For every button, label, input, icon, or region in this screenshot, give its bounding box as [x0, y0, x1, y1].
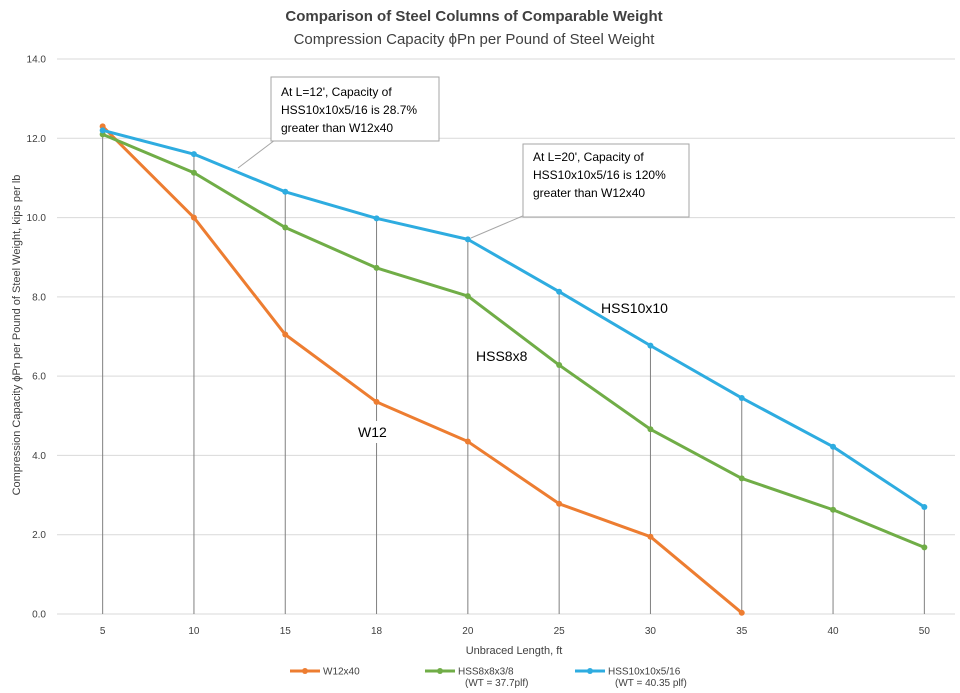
- x-tick-label: 18: [371, 626, 383, 637]
- data-point: [373, 215, 380, 222]
- series-hss8x8x3-8: [99, 131, 928, 551]
- legend: W12x40 HSS8x8x3/8(WT = 37.7plf) HSS10x10x5…: [290, 667, 687, 689]
- data-point: [282, 188, 289, 195]
- y-tick-label: 2.0: [32, 530, 46, 541]
- x-tick-label: 25: [554, 626, 566, 637]
- legend-label: W12x40: [323, 667, 360, 678]
- legend-swatch-marker: [437, 668, 443, 674]
- series-label-w12-background: [355, 421, 395, 443]
- annotation-2-box: [522, 143, 690, 218]
- x-axis-ticks: 5 10 15 18 20 25 30 35 40 50: [100, 626, 930, 637]
- data-point: [464, 236, 471, 243]
- legend-note: (WT = 37.7plf): [465, 678, 528, 689]
- annotation-1-box: [270, 76, 440, 142]
- annotation-2-line-2: HSS10x10x5/16 is 120%: [533, 168, 666, 182]
- legend-label: HSS10x10x5/16: [608, 667, 681, 678]
- x-tick-label: 20: [462, 626, 474, 637]
- series-label-hss8x8: HSS8x8: [476, 348, 528, 364]
- x-tick-label: 5: [100, 626, 106, 637]
- annotation-1-line-1: At L=12', Capacity of: [281, 85, 392, 99]
- horizontal-gridlines: [57, 58, 955, 615]
- data-point: [464, 438, 471, 445]
- data-point: [556, 288, 563, 295]
- data-point: [464, 293, 471, 300]
- annotation-2-line-3: greater than W12x40: [533, 186, 645, 200]
- data-point: [921, 544, 928, 551]
- data-point: [556, 362, 563, 369]
- data-point: [921, 503, 928, 510]
- x-tick-label: 50: [919, 626, 931, 637]
- y-axis-label: Compression Capacity ϕPn per Pound of St…: [11, 175, 23, 496]
- annotation-2-line-1: At L=20', Capacity of: [533, 150, 644, 164]
- x-tick-label: 15: [280, 626, 292, 637]
- data-point: [647, 533, 654, 540]
- legend-item: HSS8x8x3/8(WT = 37.7plf): [425, 667, 528, 689]
- series-lines: [99, 123, 928, 616]
- annotation-1-line-3: greater than W12x40: [281, 121, 393, 135]
- series-hss10x10x5-16: [99, 127, 928, 510]
- y-tick-label: 6.0: [32, 372, 46, 383]
- annotation-1-line-2: HSS10x10x5/16 is 28.7%: [281, 103, 417, 117]
- legend-note: (WT = 40.35 plf): [615, 678, 687, 689]
- x-tick-label: 10: [188, 626, 200, 637]
- legend-swatch-marker: [302, 668, 308, 674]
- annotations: At L=12', Capacity of HSS10x10x5/16 is 2…: [237, 76, 690, 239]
- y-tick-label: 10.0: [27, 213, 47, 224]
- series-label-w12: W12: [358, 424, 387, 440]
- data-point: [556, 500, 563, 507]
- data-point: [738, 609, 745, 616]
- data-point: [647, 342, 654, 349]
- series-label-hss10x10: HSS10x10: [601, 300, 668, 316]
- data-point: [282, 224, 289, 231]
- annotation-2-pointer: [470, 214, 526, 239]
- series-line: [102, 128, 926, 509]
- y-tick-label: 12.0: [27, 134, 47, 145]
- series-line: [101, 125, 743, 614]
- series-line: [102, 132, 925, 549]
- y-tick-label: 0.0: [32, 610, 46, 621]
- x-tick-label: 35: [736, 626, 748, 637]
- data-point: [830, 506, 837, 513]
- legend-item: HSS10x10x5/16(WT = 40.35 plf): [575, 667, 687, 689]
- x-tick-label: 40: [827, 626, 839, 637]
- x-tick-label: 30: [645, 626, 657, 637]
- x-axis-label: Unbraced Length, ft: [466, 645, 563, 657]
- y-tick-label: 14.0: [27, 55, 47, 66]
- data-point: [647, 426, 654, 433]
- data-point: [373, 398, 380, 405]
- data-point: [830, 443, 837, 450]
- data-point: [373, 264, 380, 271]
- data-point: [738, 394, 745, 401]
- y-tick-label: 8.0: [32, 292, 46, 303]
- data-point: [738, 475, 745, 482]
- data-point: [190, 169, 197, 176]
- legend-swatch-marker: [587, 668, 593, 674]
- chart-subtitle: Compression Capacity ϕPn per Pound of St…: [294, 31, 656, 48]
- chart-title: Comparison of Steel Columns of Comparabl…: [285, 8, 662, 25]
- data-point: [99, 127, 106, 134]
- legend-item: W12x40: [290, 667, 360, 678]
- y-axis-ticks: 0.0 2.0 4.0 6.0 8.0 10.0 12.0 14.0: [27, 55, 47, 621]
- drop-lines: [102, 126, 925, 614]
- annotation-1-pointer: [237, 139, 276, 169]
- data-point: [190, 214, 197, 221]
- legend-label: HSS8x8x3/8: [458, 667, 514, 678]
- data-point: [190, 151, 197, 158]
- data-point: [282, 331, 289, 338]
- y-tick-label: 4.0: [32, 451, 46, 462]
